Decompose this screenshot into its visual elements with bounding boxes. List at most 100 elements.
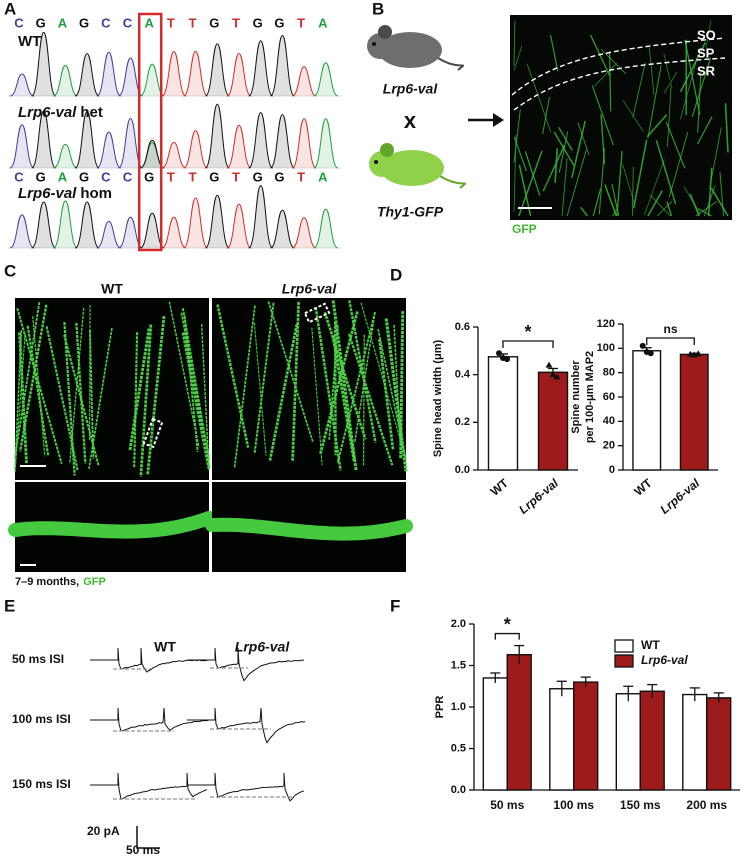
base-letter: A <box>58 15 68 30</box>
scale-bar <box>136 826 160 849</box>
dendrite <box>591 85 614 146</box>
y-tick-label: 0 <box>609 464 615 476</box>
dendrite <box>663 53 671 81</box>
x-tick-label: WT <box>631 476 655 499</box>
dendrite <box>600 114 606 165</box>
base-letter: C <box>101 169 111 184</box>
y-tick-label: 0.0 <box>451 784 466 796</box>
bar <box>706 697 732 791</box>
interval-label: 150 ms ISI <box>12 777 71 791</box>
base-letter: C <box>14 169 24 184</box>
base-letter: C <box>123 169 133 184</box>
dendrite <box>697 71 702 133</box>
chromatogram-peak <box>248 112 274 169</box>
dendrite <box>707 167 713 217</box>
dendrite <box>513 109 521 163</box>
significance-bracket <box>646 337 695 345</box>
significance-label: * <box>504 614 511 634</box>
genotype-label: WT <box>18 33 41 50</box>
dendrite <box>63 321 76 476</box>
y-tick-label: 0.0 <box>455 464 470 476</box>
chromatogram-peak <box>204 43 230 97</box>
epsc-trace <box>90 772 208 800</box>
dendrite <box>88 304 91 441</box>
chromatogram-peak <box>118 57 143 97</box>
dendrite <box>168 301 200 448</box>
panel-label: E <box>4 596 15 615</box>
dendrite <box>644 159 665 216</box>
dendrite <box>542 96 550 135</box>
micrograph <box>510 15 732 220</box>
dendrite <box>526 63 552 133</box>
base-letter: G <box>253 169 263 184</box>
bar <box>549 688 575 791</box>
chromatogram-peak <box>74 53 100 97</box>
y-axis-label: per 100-μm MAP2 <box>584 351 596 443</box>
bar <box>639 690 665 791</box>
dendrite <box>549 34 559 72</box>
chromatogram-peak <box>204 194 230 249</box>
micrograph <box>212 298 406 480</box>
group-label: Lrp6-val <box>235 639 291 655</box>
dendrite <box>558 131 569 173</box>
base-letter: T <box>189 169 197 184</box>
dendrite <box>183 315 199 452</box>
dendrite <box>604 184 618 217</box>
y-tick-label: 0.2 <box>455 416 470 428</box>
epsc-trace <box>90 647 208 673</box>
base-letter: T <box>232 15 240 30</box>
chromatogram-peak <box>269 114 295 169</box>
data-point <box>545 361 553 368</box>
dendrite <box>353 312 376 443</box>
x-tick-label: Lrp6-val <box>516 476 561 517</box>
x-tick-label: WT <box>488 476 512 499</box>
chromatogram-peak <box>53 143 78 169</box>
roi-box <box>303 302 331 324</box>
x-tick-label: Lrp6-val <box>657 476 702 517</box>
dendrite <box>323 311 367 440</box>
dendrite <box>542 145 566 192</box>
roi-box <box>142 417 164 449</box>
base-letter: G <box>36 169 46 184</box>
dendrite <box>632 62 646 118</box>
bar <box>487 356 519 471</box>
cross-label: Lrp6-val <box>383 81 439 97</box>
panel-label: D <box>390 265 402 284</box>
base-letter: T <box>232 169 240 184</box>
dendrite <box>655 140 677 205</box>
chromatogram-peak <box>161 216 187 249</box>
arrow-head <box>493 113 504 127</box>
mouse-body <box>380 150 444 186</box>
y-tick-label: 20 <box>603 440 615 452</box>
mouse-body <box>378 32 442 68</box>
bar <box>615 693 641 791</box>
mouse-eye <box>374 160 378 164</box>
x-tick-label: 200 ms <box>686 798 727 812</box>
dendrite <box>14 301 41 458</box>
y-tick-label: 120 <box>597 318 615 330</box>
legend-label: WT <box>641 638 660 652</box>
dendrite <box>128 328 151 452</box>
dendrite <box>593 62 618 87</box>
dendrite <box>680 56 698 120</box>
legend-swatch <box>614 654 634 668</box>
y-axis-label: Spine head width (μm) <box>432 339 444 457</box>
dendrite <box>378 338 395 451</box>
dendrite <box>719 172 725 217</box>
data-point <box>549 371 557 378</box>
dendrite <box>592 188 602 217</box>
chromatogram-peak <box>226 203 252 249</box>
data-point <box>553 373 561 380</box>
dendrite <box>14 330 23 469</box>
base-letter: C <box>14 15 24 30</box>
chromatogram-peak <box>161 141 187 169</box>
dendrite <box>216 304 250 448</box>
chromatogram-peak <box>74 110 100 169</box>
chromatogram-peak <box>9 124 35 169</box>
chromatogram-peak <box>270 209 295 249</box>
mouse-tail <box>437 57 465 71</box>
cross-operator: x <box>404 108 417 133</box>
dendrite <box>553 131 575 167</box>
